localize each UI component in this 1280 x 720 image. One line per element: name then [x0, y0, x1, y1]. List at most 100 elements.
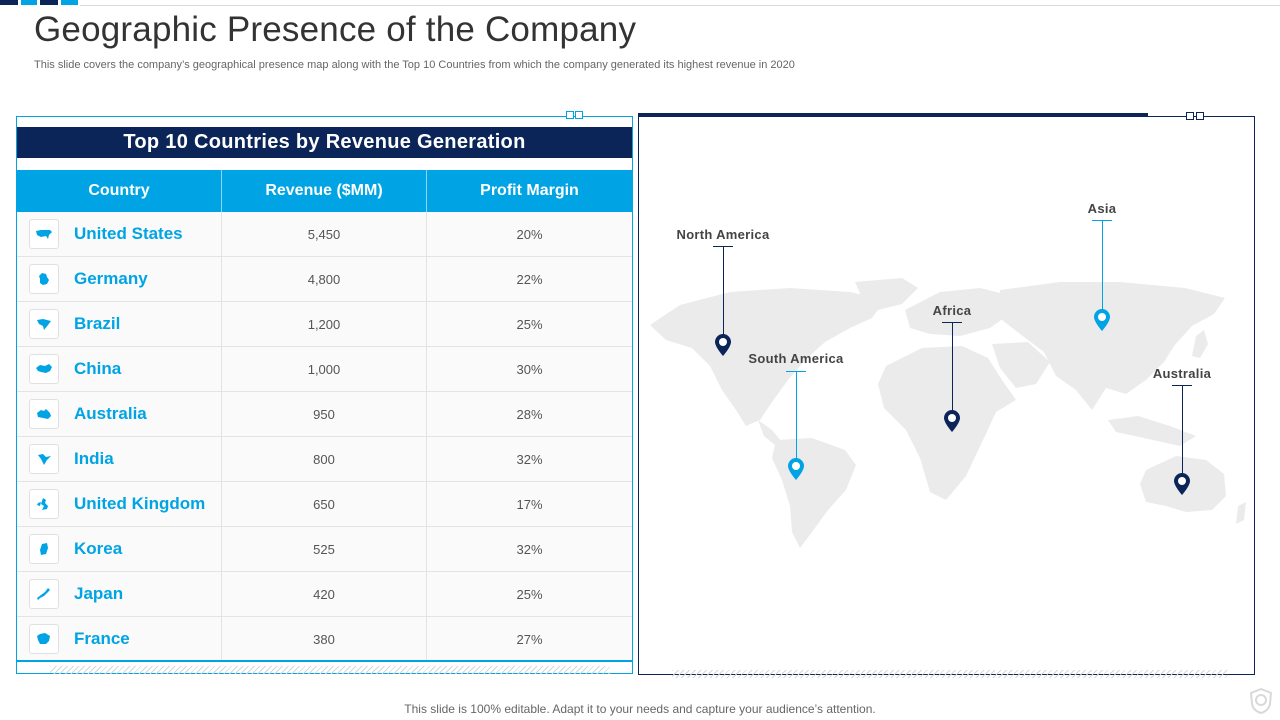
korea-map-icon — [29, 534, 59, 564]
country-cell: Korea — [17, 527, 222, 571]
country-cell: France — [17, 617, 222, 661]
hatch-decoration — [672, 670, 1228, 678]
callout-cap — [1172, 385, 1192, 386]
revenue-cell: 950 — [222, 392, 427, 436]
country-name: Germany — [74, 269, 148, 288]
table-bottom-border — [17, 660, 632, 662]
asia-landmass — [1000, 282, 1225, 410]
header-divider — [80, 5, 1280, 6]
margin-cell: 17% — [516, 496, 543, 512]
frame-handle — [566, 111, 574, 119]
country-cell: China — [17, 347, 222, 391]
hatch-decoration — [50, 666, 610, 674]
location-pin-icon — [1174, 473, 1190, 495]
central-america-landmass — [758, 420, 782, 446]
country-name: India — [74, 449, 114, 468]
callout-line — [1182, 385, 1183, 473]
margin-cell: 25% — [516, 586, 543, 602]
table-header-row: Country Revenue ($MM) Profit Margin — [17, 170, 632, 212]
column-header-revenue: Revenue ($MM) — [222, 170, 427, 212]
uk-map-icon — [29, 489, 59, 519]
region-label-north-america: North America — [676, 227, 770, 242]
callout-line — [723, 246, 724, 341]
country-name: Japan — [74, 584, 124, 603]
margin-cell: 28% — [516, 406, 543, 422]
callout-line — [952, 322, 953, 412]
frame-handle — [575, 111, 583, 119]
india-map-icon — [29, 444, 59, 474]
australia-map-icon — [29, 399, 59, 429]
new-zealand-landmass — [1236, 502, 1246, 524]
revenue-cell: 380 — [222, 617, 427, 661]
country-cell: Brazil — [17, 302, 222, 346]
table-row: France 380 27% — [17, 617, 632, 662]
greenland-landmass — [855, 278, 918, 310]
revenue-cell: 420 — [222, 572, 427, 616]
page-subtitle: This slide covers the company’s geograph… — [34, 59, 795, 71]
japan-landmass — [1192, 330, 1208, 358]
revenue-cell: 800 — [222, 437, 427, 481]
table-row: United Kingdom 650 17% — [17, 482, 632, 527]
callout-cap — [1092, 220, 1112, 221]
frame-handle — [1186, 112, 1194, 120]
margin-cell: 27% — [516, 631, 543, 647]
revenue-cell: 1,000 — [222, 347, 427, 391]
location-pin-icon — [1094, 309, 1110, 331]
accent-bar — [61, 0, 78, 5]
page-title: Geographic Presence of the Company — [34, 10, 637, 49]
china-map-icon — [29, 354, 59, 384]
table-row: Korea 525 32% — [17, 527, 632, 572]
country-name: France — [74, 629, 130, 648]
south-america-landmass — [772, 438, 856, 548]
location-pin-icon — [788, 458, 804, 480]
column-header-country: Country — [17, 170, 222, 212]
world-map — [650, 278, 1246, 548]
region-label-asia: Asia — [1087, 201, 1117, 216]
revenue-cell: 4,800 — [222, 257, 427, 301]
se-asia-landmass — [1108, 416, 1196, 446]
country-cell: India — [17, 437, 222, 481]
country-name: United States — [74, 224, 183, 243]
column-header-margin: Profit Margin — [480, 182, 579, 199]
map-panel-topbar — [638, 113, 1148, 117]
country-cell: Germany — [17, 257, 222, 301]
callout-cap — [942, 322, 962, 323]
revenue-table: United States 5,450 20% Germany 4,800 22… — [17, 212, 632, 662]
margin-cell: 25% — [516, 316, 543, 332]
revenue-cell: 525 — [222, 527, 427, 571]
region-label-africa: Africa — [932, 303, 972, 318]
usa-map-icon — [29, 219, 59, 249]
country-cell: United States — [17, 212, 222, 256]
country-name: Brazil — [74, 314, 121, 333]
table-row: United States 5,450 20% — [17, 212, 632, 257]
revenue-cell: 5,450 — [222, 212, 427, 256]
table-row: Australia 950 28% — [17, 392, 632, 437]
europe-landmass — [905, 288, 1012, 336]
japan-map-icon — [29, 579, 59, 609]
region-label-australia: Australia — [1152, 366, 1212, 381]
location-pin-icon — [715, 334, 731, 356]
north-america-landmass — [650, 288, 885, 426]
country-cell: United Kingdom — [17, 482, 222, 526]
accent-bar — [40, 0, 58, 5]
brand-logo-icon — [1249, 688, 1273, 714]
callout-cap — [786, 371, 806, 372]
france-map-icon — [29, 624, 59, 654]
table-row: India 800 32% — [17, 437, 632, 482]
middle-east-landmass — [992, 342, 1050, 388]
accent-bar — [0, 0, 18, 5]
margin-cell: 30% — [516, 361, 543, 377]
region-label-south-america: South America — [748, 351, 844, 366]
frame-handle — [1196, 112, 1204, 120]
revenue-cell: 650 — [222, 482, 427, 526]
callout-cap — [713, 246, 733, 247]
table-row: Germany 4,800 22% — [17, 257, 632, 302]
margin-cell: 32% — [516, 541, 543, 557]
country-cell: Japan — [17, 572, 222, 616]
table-row: Japan 420 25% — [17, 572, 632, 617]
country-name: Australia — [74, 404, 147, 423]
callout-line — [796, 371, 797, 461]
callout-line — [1102, 220, 1103, 310]
table-row: Brazil 1,200 25% — [17, 302, 632, 347]
margin-cell: 32% — [516, 451, 543, 467]
